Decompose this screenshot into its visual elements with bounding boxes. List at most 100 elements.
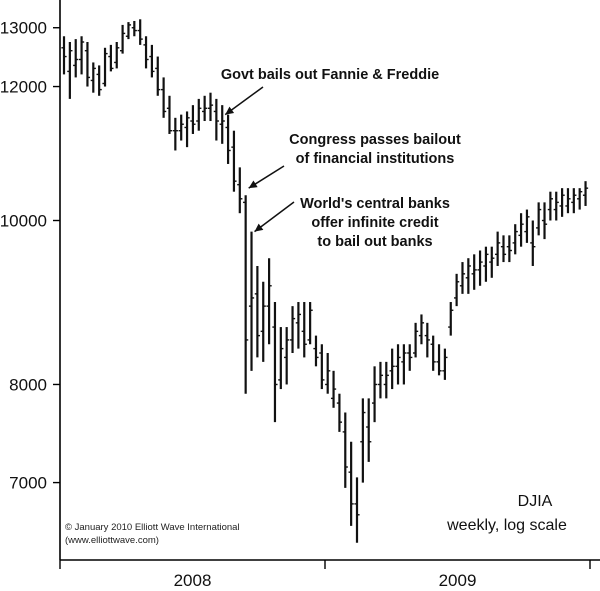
price-bar	[125, 22, 132, 40]
x-tick-label: 2008	[174, 571, 212, 590]
legend: DJIA weekly, log scale	[446, 493, 567, 534]
price-bar	[436, 344, 442, 376]
price-bar	[418, 314, 425, 345]
price-bar	[196, 98, 202, 131]
price-bar	[90, 62, 96, 93]
price-bar	[161, 77, 167, 118]
price-bar	[459, 262, 466, 294]
annotation-text: of financial institutions	[296, 151, 455, 167]
x-tick-label: 2009	[439, 571, 477, 590]
price-bar	[237, 167, 243, 214]
price-bar	[207, 92, 214, 122]
annotation: World's central banks offer infinite cred…	[254, 196, 450, 250]
price-bar	[571, 188, 577, 214]
price-bar	[190, 105, 196, 134]
price-bar	[430, 335, 436, 371]
price-bar	[389, 348, 395, 390]
price-bar	[102, 47, 108, 87]
price-bar	[500, 235, 507, 263]
price-bar	[243, 195, 249, 394]
copyright-credit: © January 2010 Elliott Wave Internationa…	[65, 522, 240, 546]
price-bar	[366, 398, 372, 462]
y-tick-label: 8000	[9, 375, 47, 394]
price-bar	[383, 361, 389, 399]
price-bar	[524, 209, 530, 243]
price-bar	[272, 302, 278, 423]
price-bar	[541, 202, 548, 240]
price-bar	[471, 254, 477, 290]
annotation: Govt bails out Fannie & Freddie	[221, 67, 439, 116]
price-bar	[84, 41, 91, 87]
price-bars	[61, 19, 589, 543]
price-bar	[483, 246, 489, 282]
price-bar	[73, 39, 79, 78]
price-bar	[78, 36, 85, 75]
price-bar	[454, 273, 460, 307]
price-bar	[289, 306, 296, 354]
plot-area	[59, 0, 600, 561]
annotations: Govt bails out Fannie & Freddie Congress …	[221, 67, 461, 250]
price-bar	[325, 353, 331, 394]
price-bar	[284, 327, 290, 385]
price-bar	[448, 302, 454, 336]
price-bar	[465, 258, 471, 294]
annotation-arrow	[254, 201, 295, 233]
legend-symbol: DJIA	[518, 493, 553, 510]
price-bar	[536, 202, 542, 236]
price-bar	[301, 302, 307, 358]
price-bar	[155, 56, 161, 96]
price-bar	[184, 111, 190, 148]
price-bar	[219, 105, 225, 144]
annotation-text: Govt bails out Fannie & Freddie	[221, 67, 439, 83]
price-bar	[96, 65, 102, 96]
price-bar	[495, 231, 501, 266]
price-bar	[565, 188, 571, 214]
price-bar	[213, 98, 219, 141]
price-bar	[295, 302, 301, 349]
price-bar	[395, 344, 401, 385]
annotation-text: offer infinite credit	[311, 215, 438, 231]
x-axis: 2008 2009	[59, 560, 591, 590]
price-bar	[319, 344, 325, 390]
price-bar	[143, 36, 149, 69]
price-bar	[354, 477, 360, 543]
price-bar	[401, 344, 407, 385]
arrow-head	[254, 223, 264, 232]
price-bar	[336, 393, 343, 432]
price-bar	[348, 441, 354, 526]
price-bar	[131, 20, 137, 37]
price-bar	[442, 348, 448, 380]
price-bar	[477, 250, 483, 286]
price-bar	[530, 220, 536, 266]
y-tick-label: 10000	[0, 212, 47, 231]
price-bar	[313, 335, 319, 367]
price-bar	[407, 344, 413, 371]
price-bar	[260, 281, 266, 362]
annotation-text: World's central banks	[300, 196, 450, 212]
annotation-text: Congress passes bailout	[289, 132, 461, 148]
annotation: Congress passes bailout of financial inst…	[248, 132, 461, 189]
price-bar	[149, 44, 155, 78]
price-bar	[577, 188, 583, 210]
price-bar	[518, 213, 524, 247]
price-bar	[553, 191, 559, 221]
price-bar	[231, 130, 237, 192]
y-tick-label: 12000	[0, 78, 47, 97]
arrow-head	[248, 180, 258, 189]
price-bar	[371, 366, 378, 423]
price-bar	[108, 44, 114, 72]
price-bar	[278, 327, 284, 390]
y-axis: 13000 12000 10000 8000 7000	[0, 19, 60, 493]
y-tick-label: 13000	[0, 19, 47, 38]
price-bar	[307, 302, 313, 345]
price-bar	[360, 398, 366, 483]
price-bar	[178, 114, 184, 141]
price-bar	[61, 36, 67, 75]
price-bar	[342, 412, 348, 488]
price-bar	[489, 246, 495, 278]
price-bar	[582, 181, 589, 206]
price-bar	[202, 95, 208, 122]
legend-scale-note: weekly, log scale	[446, 517, 567, 534]
annotation-text: to bail out banks	[317, 234, 432, 250]
price-bar	[137, 19, 143, 45]
